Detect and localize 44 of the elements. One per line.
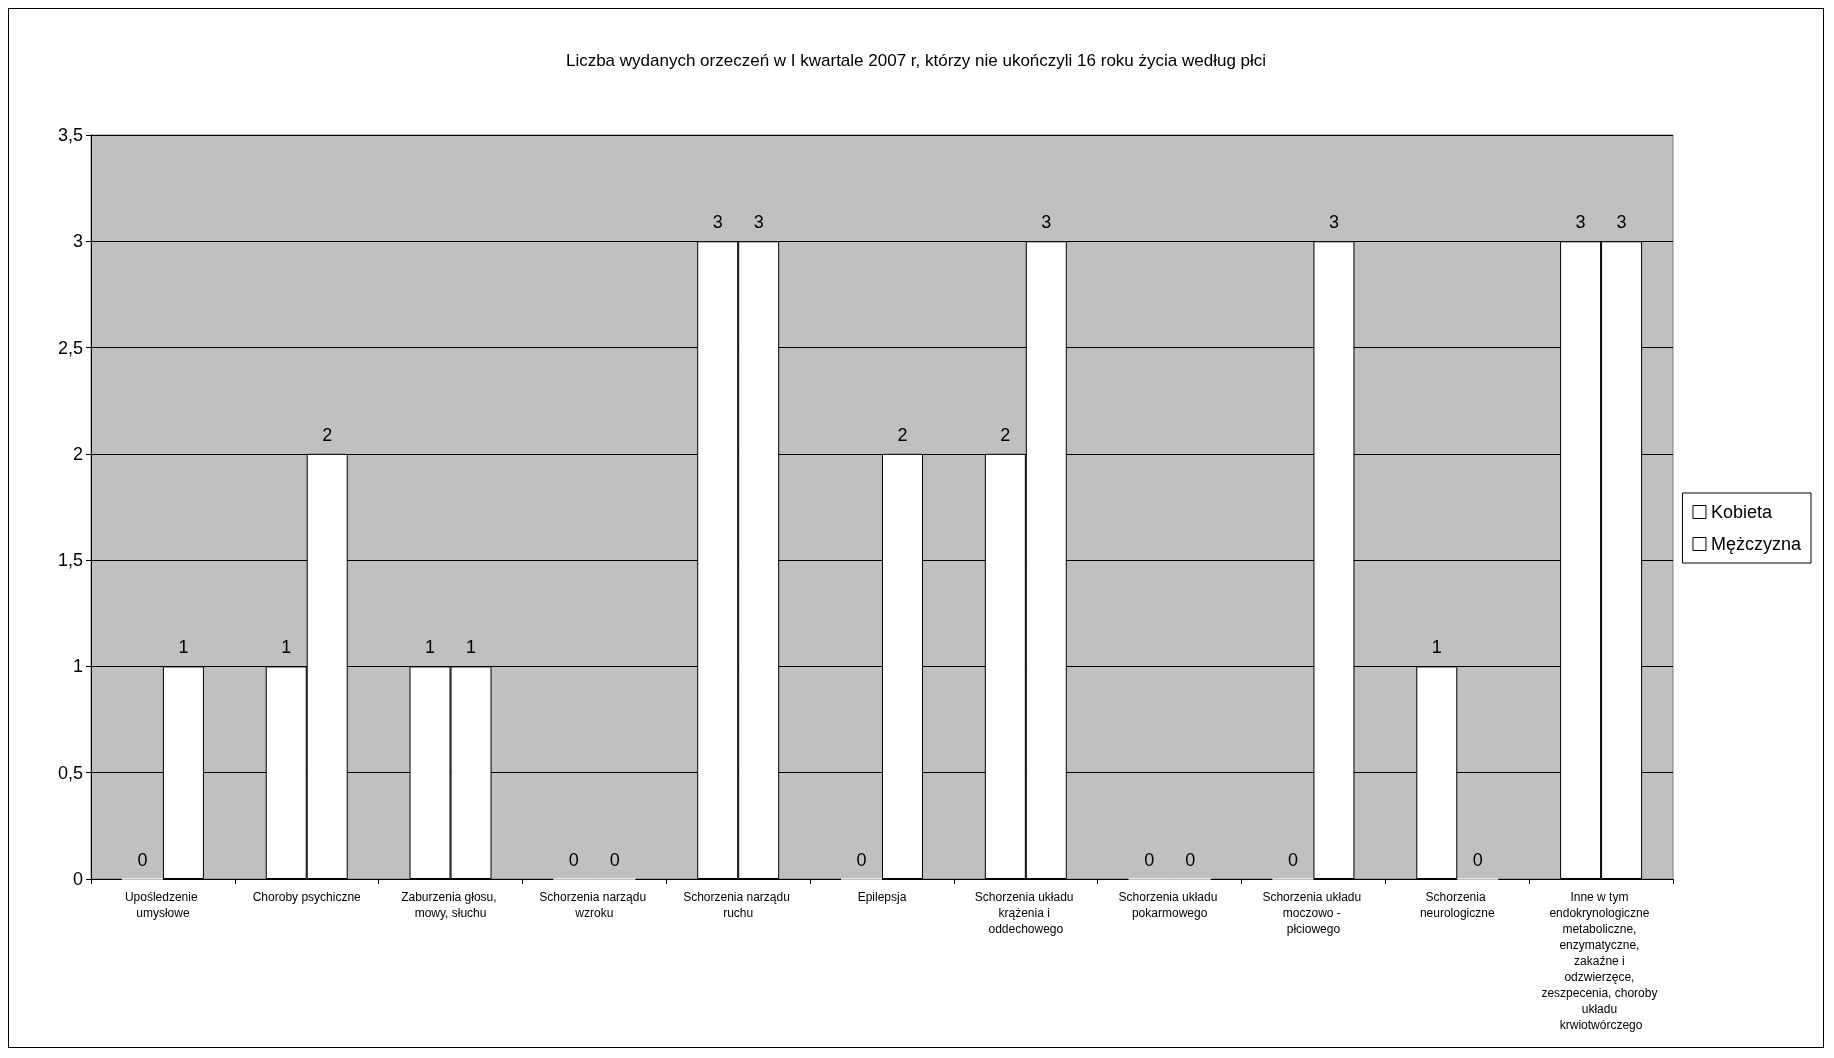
y-tick-label: 2 bbox=[72, 443, 83, 464]
data-label: 3 bbox=[1616, 212, 1627, 233]
data-label: 2 bbox=[897, 424, 908, 445]
data-label: 3 bbox=[1041, 212, 1052, 233]
data-label: 3 bbox=[712, 212, 723, 233]
y-tick-label: 0 bbox=[72, 869, 83, 889]
x-tick-label: Schorzenia układu krążenia i oddechowego bbox=[974, 890, 1077, 936]
data-label: 1 bbox=[178, 637, 189, 658]
legend-label: Mężczyzna bbox=[1710, 534, 1802, 554]
legend-label: Kobieta bbox=[1710, 502, 1774, 522]
x-tick-label: Schorzenia układu pokarmowego bbox=[1118, 890, 1221, 920]
category-label: Inne w tym endokrynologiczne metaboliczne, enzymatyczne, zakaźne i odzwierzęce, zeszpecenia, choroby układu krwiotwórczego bbox=[1541, 890, 1658, 1032]
y-tick-label: 3,5 bbox=[57, 125, 83, 145]
data-label: 0 bbox=[1185, 849, 1196, 870]
y-tick-label: 0,5 bbox=[57, 762, 83, 783]
x-tick-label: Upośledzenie umysłowe bbox=[124, 890, 201, 920]
data-label: 1 bbox=[466, 637, 477, 658]
y-tick-label: 2,5 bbox=[57, 337, 83, 358]
x-tick-label: Schorzenia układu moczowo - płciowego bbox=[1262, 890, 1365, 936]
data-label: 0 bbox=[1144, 849, 1155, 870]
data-label: 0 bbox=[856, 849, 867, 870]
data-label: 0 bbox=[568, 849, 579, 870]
data-label: 1 bbox=[1431, 637, 1442, 658]
data-label: 0 bbox=[609, 849, 620, 870]
data-label: 3 bbox=[1328, 212, 1339, 233]
x-tick-label: Zaburzenia głosu, mowy, słuchu bbox=[401, 890, 500, 920]
data-label: 0 bbox=[1472, 849, 1483, 870]
x-tick-label: Schorzenia narządu wzroku bbox=[539, 890, 650, 920]
data-label: 3 bbox=[1575, 212, 1586, 233]
x-tick-label: Epilepsja bbox=[857, 890, 907, 904]
x-tick-label: Schorzenia narządu ruchu bbox=[683, 890, 794, 920]
data-label: 1 bbox=[281, 637, 292, 658]
y-tick-label: 1 bbox=[72, 656, 83, 677]
x-tick-label: Choroby psychiczne bbox=[252, 890, 362, 904]
data-label: 1 bbox=[425, 637, 436, 658]
chart-title: Liczba wydanych orzeczeń w I kwartale 2007 r, którzy nie ukończyli 16 roku życia według płci bbox=[565, 51, 1267, 70]
data-label: 2 bbox=[1000, 424, 1011, 445]
data-label: 0 bbox=[137, 849, 148, 870]
y-tick-label: 3 bbox=[72, 231, 83, 252]
data-label: 3 bbox=[753, 212, 764, 233]
x-tick-label: Schorzenia neurologiczne bbox=[1419, 890, 1495, 920]
y-tick-label: 1,5 bbox=[57, 550, 83, 571]
data-label: 0 bbox=[1287, 849, 1298, 870]
data-label: 2 bbox=[322, 424, 333, 445]
